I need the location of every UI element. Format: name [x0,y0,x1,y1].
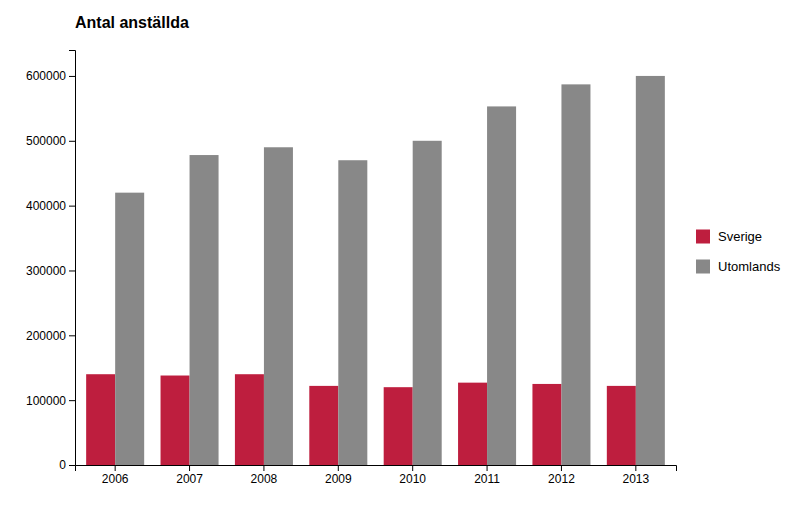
x-tick-mark [487,465,488,471]
chart: 2006 2007 2008 2009 2010 2011 2012 2013 0 100000 2… [0,0,806,505]
bar [384,387,413,465]
bar [487,106,516,465]
x-tick-label: 2013 [622,472,649,486]
bar-series [115,76,665,465]
x-tick-mark [263,465,264,471]
plot: 2006 2007 2008 2009 2010 2011 2012 2013 0 100000 2… [26,51,677,486]
x-axis: 2006 2007 2008 2009 2010 2011 2012 2013 [76,465,677,486]
x-tick-label: 2006 [102,472,129,486]
y-tick: 100000 [26,393,75,407]
legend-label: Sverige [718,229,762,244]
y-tick-mark [69,465,75,466]
y-tick-mark [69,141,75,142]
y-tick-label: 100000 [26,393,66,407]
x-tick: 2008 [251,465,278,486]
x-tick-label: 2010 [399,472,426,486]
x-tick: 2007 [176,465,203,486]
y-tick: 300000 [26,264,75,278]
bar [636,76,665,465]
y-tick-label: 0 [59,458,66,472]
y-tick-label: 300000 [26,264,66,278]
legend-label: Utomlands [718,259,781,274]
title: Antal anställda [75,14,189,31]
x-tick-label: 2007 [176,472,203,486]
x-tick-mark [412,465,413,471]
y-axis-line [69,51,76,466]
legend-item: Sverige [696,229,762,244]
bar [115,193,144,465]
y-tick-mark [69,400,75,401]
x-tick: 2012 [548,465,575,486]
bar [235,374,264,465]
legend: Sverige Utomlands [696,229,781,274]
x-tick-mark [561,465,562,471]
x-tick-mark [635,465,636,471]
legend-swatch [696,230,710,244]
legend-item: Utomlands [696,259,781,274]
bar [458,383,487,465]
x-tick: 2009 [325,465,352,486]
y-tick: 200000 [26,329,75,343]
bar [309,386,338,465]
x-tick: 2011 [474,465,500,486]
x-axis-line [76,466,677,472]
y-tick-mark [69,270,75,271]
x-tick: 2010 [399,465,426,486]
y-tick-label: 400000 [26,199,66,213]
x-tick-label: 2011 [474,472,500,486]
y-axis: 0 100000 200000 300000 400000 500000 600000 [26,51,76,473]
y-tick-mark [69,76,75,77]
bar [264,147,293,465]
x-tick-mark [115,465,116,471]
x-tick-mark [189,465,190,471]
legend-swatch [696,260,710,274]
bar [561,84,590,465]
bar [413,141,442,465]
y-tick: 600000 [26,69,75,83]
x-tick: 2013 [622,465,649,486]
y-tick-label: 600000 [26,69,66,83]
y-tick: 400000 [26,199,75,213]
bar [338,160,367,465]
bar [190,155,219,465]
bar [86,374,115,465]
bar [161,376,190,465]
y-tick-mark [69,206,75,207]
x-tick-label: 2009 [325,472,352,486]
x-tick: 2006 [102,465,129,486]
bars [86,76,665,465]
x-tick-mark [338,465,339,471]
y-tick: 0 [59,458,75,472]
y-tick-mark [69,335,75,336]
x-tick-label: 2012 [548,472,575,486]
y-tick: 500000 [26,134,75,148]
bar [607,386,636,465]
bar [532,384,561,465]
y-tick-label: 200000 [26,329,66,343]
y-tick-label: 500000 [26,134,66,148]
x-tick-label: 2008 [251,472,278,486]
